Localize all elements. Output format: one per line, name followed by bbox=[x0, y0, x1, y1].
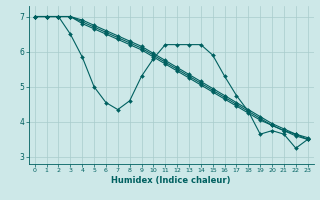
X-axis label: Humidex (Indice chaleur): Humidex (Indice chaleur) bbox=[111, 176, 231, 185]
